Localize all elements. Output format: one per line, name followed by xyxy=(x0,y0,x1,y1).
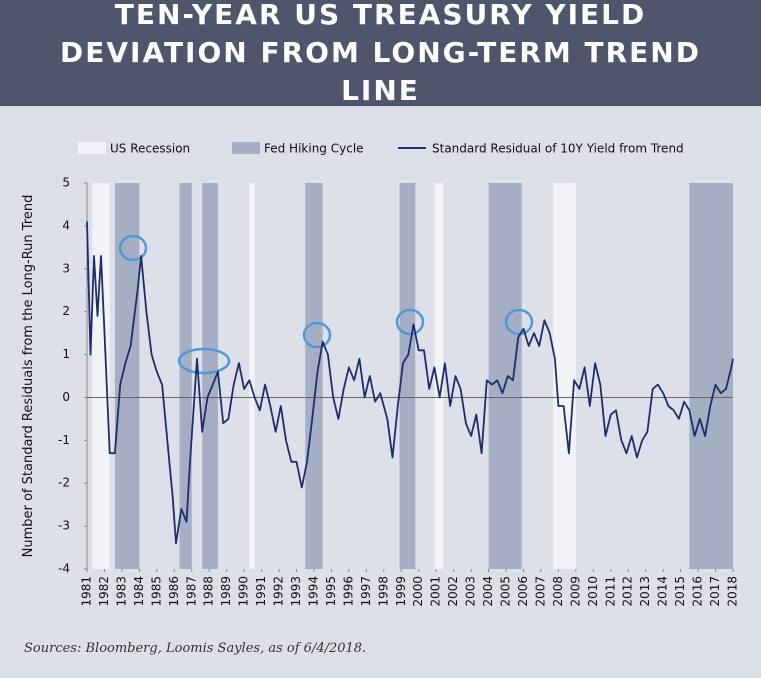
x-tick-label: 1987 xyxy=(184,576,198,607)
x-tick-label: 1999 xyxy=(394,576,408,607)
hiking-span xyxy=(202,183,218,569)
y-axis-label: Number of Standard Residuals from the Lo… xyxy=(21,194,36,558)
legend-label: Standard Residual of 10Y Yield from Tren… xyxy=(432,142,684,156)
x-tick-label: 2014 xyxy=(656,576,670,607)
x-tick-label: 1988 xyxy=(202,576,216,607)
x-tick-label: 1991 xyxy=(254,576,268,607)
hiking-span xyxy=(689,183,733,569)
x-tick-label: 2017 xyxy=(708,576,722,607)
header: TEN-YEAR US TREASURY YIELD DEVIATION FRO… xyxy=(0,0,761,107)
x-tick-label: 2016 xyxy=(691,576,705,607)
x-tick-label: 1989 xyxy=(219,576,233,607)
x-tick-label: 1982 xyxy=(97,576,111,607)
y-tick-label: 2 xyxy=(62,304,70,318)
y-tick-label: 0 xyxy=(62,390,70,404)
x-tick-label: 2018 xyxy=(726,576,740,607)
x-tick-label: 1990 xyxy=(237,576,251,607)
y-tick-label: -2 xyxy=(58,476,70,490)
y-tick-label: -3 xyxy=(58,519,70,533)
x-tick-label: 2013 xyxy=(638,576,652,607)
highlight-circle xyxy=(395,308,425,336)
x-tick-label: 2015 xyxy=(673,576,687,607)
x-tick-label: 2006 xyxy=(516,576,530,607)
x-tick-label: 2000 xyxy=(411,576,425,607)
y-tick-label: -4 xyxy=(58,562,70,576)
x-tick-label: 2008 xyxy=(551,576,565,607)
x-tick-label: 1997 xyxy=(359,576,373,607)
x-tick-label: 2011 xyxy=(603,576,617,607)
x-tick-label: 2010 xyxy=(586,576,600,607)
hiking-span xyxy=(399,183,416,569)
x-tick-label: 1984 xyxy=(132,576,146,607)
x-tick-label: 2007 xyxy=(533,576,547,607)
source-note: Sources: Bloomberg, Loomis Sayles, as of… xyxy=(24,641,367,656)
y-tick-label: 5 xyxy=(62,176,70,190)
recession-span xyxy=(553,183,576,569)
legend-swatch xyxy=(232,142,260,154)
chart-title: TEN-YEAR US TREASURY YIELD DEVIATION FRO… xyxy=(60,0,701,107)
x-tick-label: 1995 xyxy=(324,576,338,607)
x-tick-label: 1985 xyxy=(149,576,163,607)
hiking-span xyxy=(305,183,323,569)
data-line xyxy=(86,221,734,545)
recession-span xyxy=(92,183,110,569)
x-tick-label: 2005 xyxy=(499,576,513,607)
x-tick-label: 1981 xyxy=(80,576,94,607)
x-tick-label: 2003 xyxy=(464,576,478,607)
y-tick-label: 1 xyxy=(62,347,70,361)
legend-label: Fed Hiking Cycle xyxy=(264,142,364,156)
x-tick-label: 2002 xyxy=(446,576,460,607)
x-tick-label: 2001 xyxy=(429,576,443,607)
x-tick-label: 2012 xyxy=(621,576,635,607)
x-tick-label: 1996 xyxy=(341,576,355,607)
recession-span xyxy=(249,183,255,569)
y-tick-label: -1 xyxy=(58,433,70,447)
hiking-span xyxy=(488,183,522,569)
legend-swatch xyxy=(78,142,106,154)
recession-span xyxy=(434,183,444,569)
x-tick-label: 1983 xyxy=(114,576,128,607)
x-tick-label: 1986 xyxy=(167,576,181,607)
x-tick-label: 2004 xyxy=(481,576,495,607)
x-tick-label: 1998 xyxy=(376,576,390,607)
x-tick-label: 1994 xyxy=(306,576,320,607)
highlight-circle xyxy=(302,321,332,349)
y-tick-label: 3 xyxy=(62,261,70,275)
highlight-circle xyxy=(177,347,231,375)
x-tick-label: 1993 xyxy=(289,576,303,607)
x-tick-label: 1992 xyxy=(272,576,286,607)
hiking-span xyxy=(114,183,140,569)
x-tick-label: 2009 xyxy=(568,576,582,607)
y-tick-label: 4 xyxy=(62,218,70,232)
legend-label: US Recession xyxy=(110,142,190,156)
highlight-circle xyxy=(118,234,148,262)
highlight-circle xyxy=(504,308,534,336)
